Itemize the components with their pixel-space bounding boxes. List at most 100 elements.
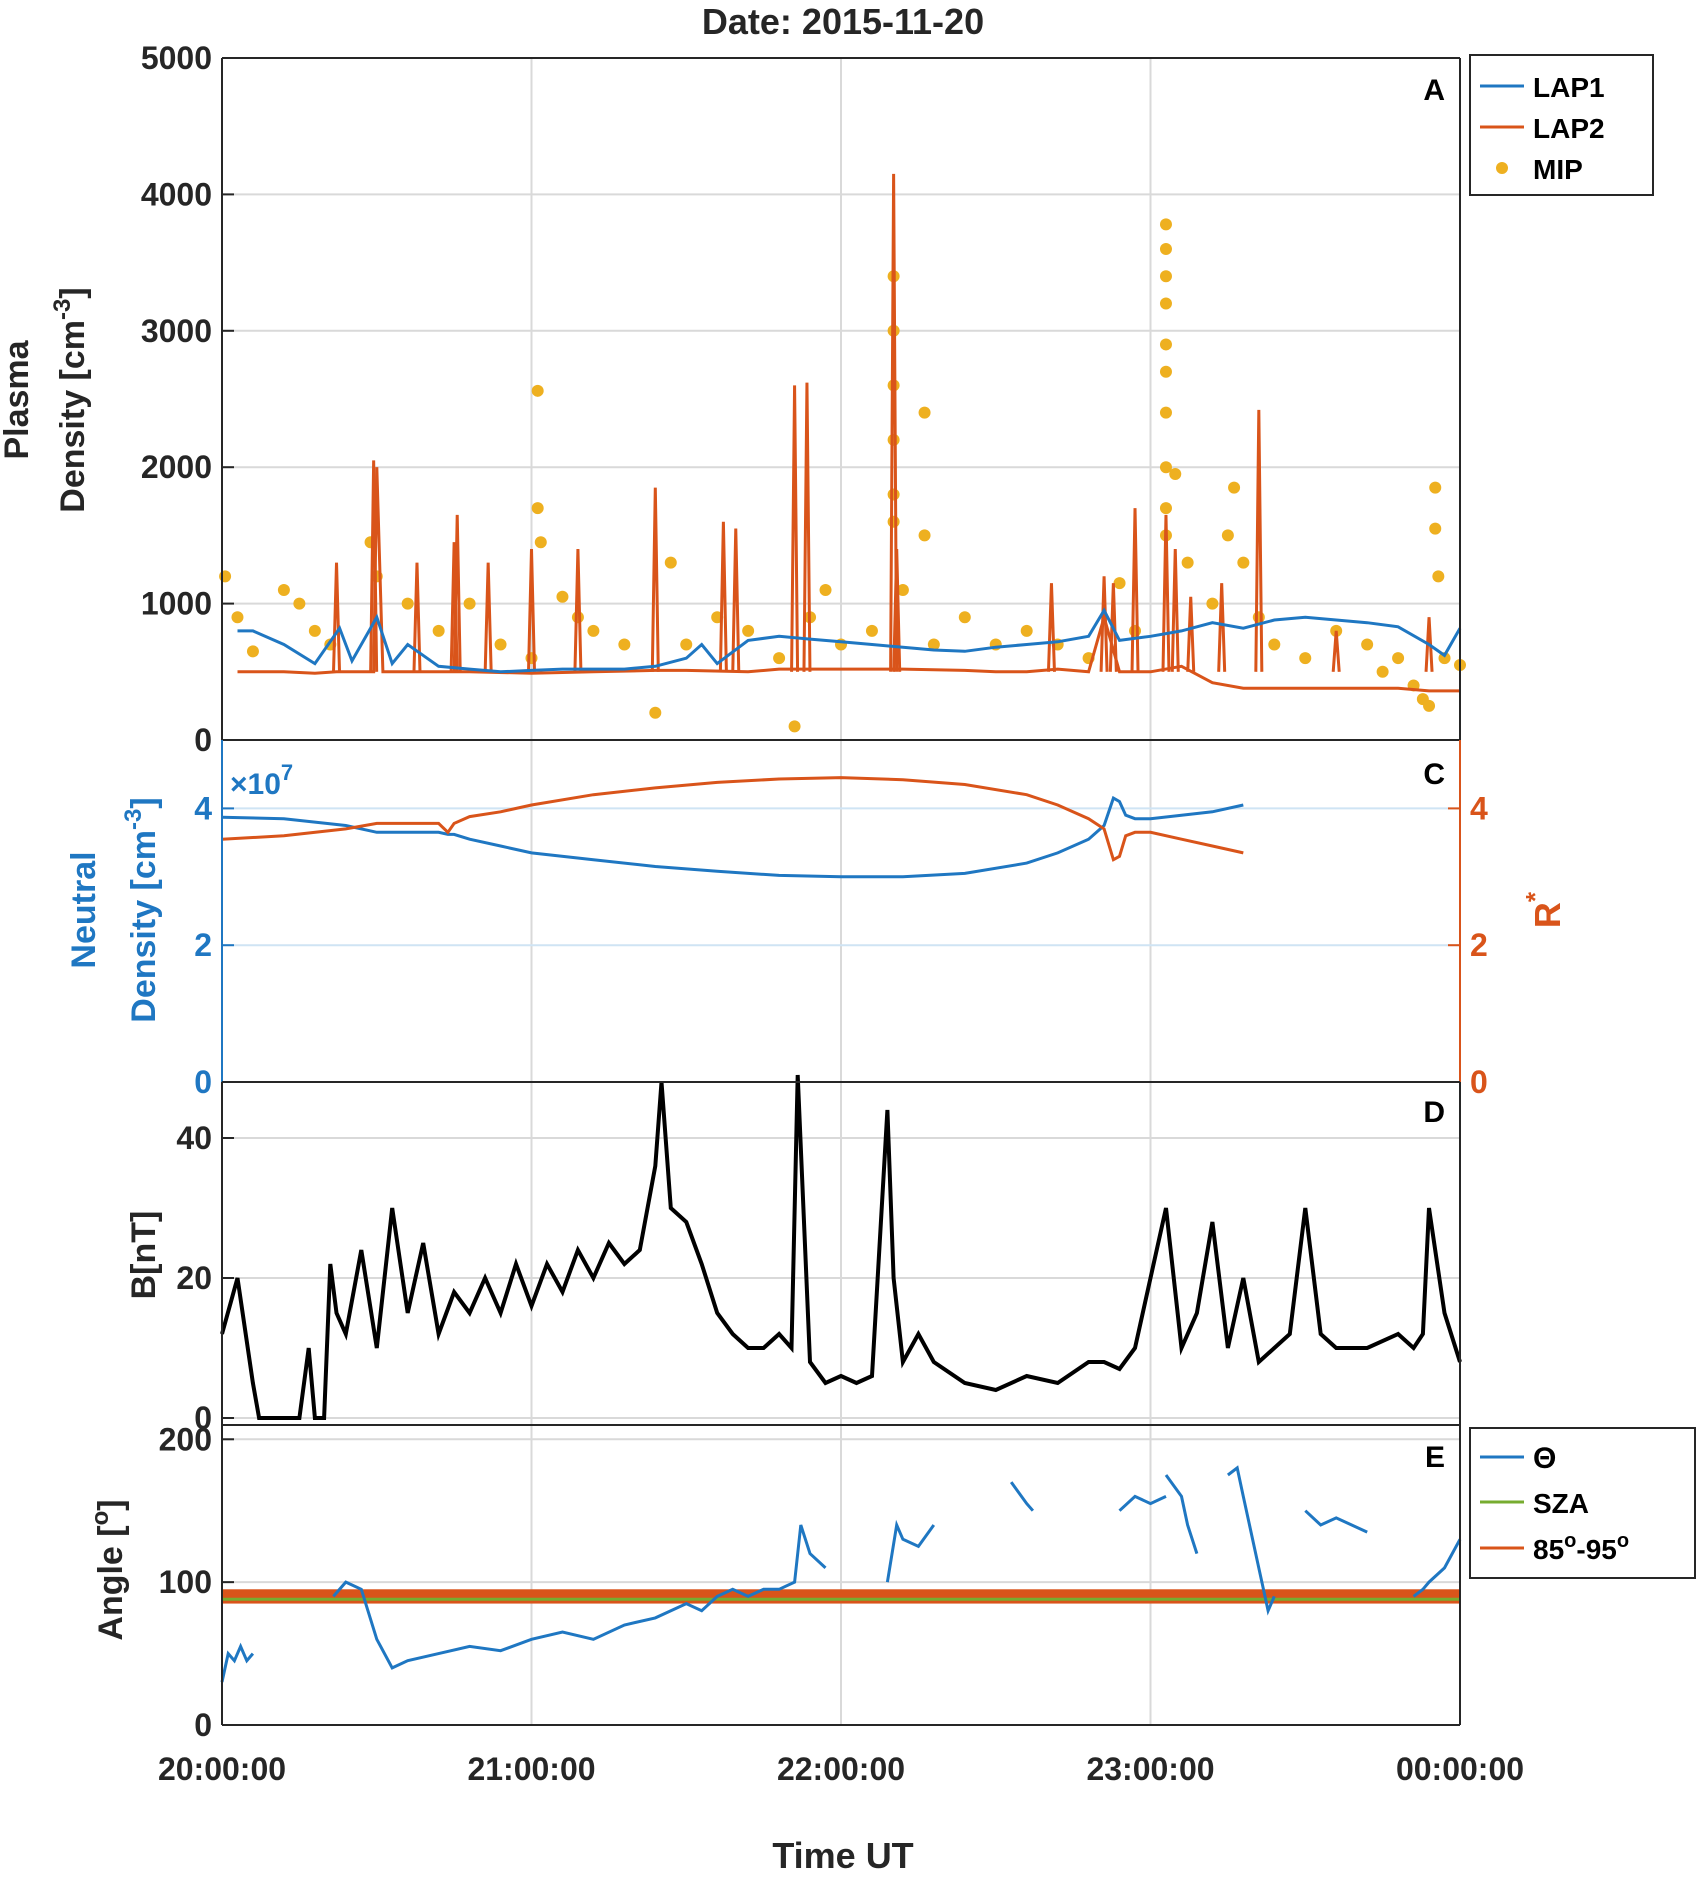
panel-a-ytick-label-2: 2000: [141, 449, 212, 485]
legend-mip-swatch: [1496, 162, 1508, 174]
panel-plasma-density: A Plasma Density [cm-3] LAP1 LAP2 MIP 0 1…: [0, 40, 1654, 758]
mip-point-63: [1228, 481, 1241, 494]
mip-point-15: [531, 502, 544, 515]
x-tick-label-3: 23:00:00: [1086, 1751, 1214, 1787]
panel-a-ylabel-line1: Plasma: [0, 339, 36, 459]
mip-point-54: [1159, 365, 1172, 378]
mip-point-69: [1361, 638, 1374, 651]
panel-c-ytick-right-label-1: 2: [1470, 927, 1488, 963]
mip-point-12: [494, 638, 507, 651]
panel-e-background: [221, 1425, 1461, 1726]
panel-a-ytick-label-1: 1000: [141, 586, 212, 622]
mip-point-75: [1429, 481, 1442, 494]
panel-c-ylabel-right-sup: *: [1520, 891, 1550, 902]
mip-point-57: [1159, 502, 1172, 515]
panel-letter-a: A: [1423, 74, 1445, 107]
legend-lap1-label: LAP1: [1533, 72, 1605, 103]
lap2-spike-15: [1046, 583, 1056, 672]
theta-segment-4: [1118, 1494, 1167, 1512]
mip-point-53: [1159, 338, 1172, 351]
lap2-spike-7: [573, 549, 583, 672]
panel-a-ytick-label-0: 0: [194, 722, 212, 758]
panel-e-ytick-label-2: 200: [159, 1421, 212, 1457]
panel-c-ytick-right-label-2: 4: [1470, 790, 1488, 826]
mip-point-38: [896, 583, 909, 596]
mip-point-1: [231, 611, 244, 624]
mip-point-70: [1376, 665, 1389, 678]
mip-point-16: [534, 536, 547, 549]
legend-band-sup1: o: [1564, 1530, 1576, 1552]
theta-segment-1: [332, 1524, 827, 1670]
panel-letter-c: C: [1423, 758, 1445, 791]
x-tick-label-4: 00:00:00: [1396, 1751, 1524, 1787]
panel-a-ylabel: Plasma: [0, 339, 36, 459]
lap2-line: [237, 467, 1460, 693]
theta-segment-2: [885, 1519, 936, 1583]
lap2-spike-2: [412, 562, 422, 672]
lap2-spike-25: [1424, 617, 1434, 672]
panel-c-ylabel-left-sup: -3: [120, 809, 147, 830]
legend-lap2-label: LAP2: [1533, 113, 1605, 144]
panel-a-ylabel-line2: Density [cm: [54, 320, 92, 513]
lap2-spike-6: [527, 549, 536, 672]
panel-letter-e: E: [1425, 1441, 1445, 1474]
panel-a-ylabel-sup: -3: [49, 299, 76, 320]
x-tick-label-0: 20:00:00: [158, 1751, 286, 1787]
lap2-spike-17: [1108, 583, 1118, 672]
mip-point-3: [277, 583, 290, 596]
lap2-spike-14: [892, 549, 902, 672]
figure-title: Date: 2015-11-20: [702, 1, 984, 42]
mip-point-76: [1429, 522, 1442, 535]
panel-e-ylabel-main: Angle [: [92, 1525, 130, 1640]
mip-point-51: [1159, 270, 1172, 283]
panel-e-ylabel-sup: o: [87, 1511, 114, 1526]
panel-c-ytick-label-1: 2: [194, 927, 212, 963]
lap2-spike-12: [802, 382, 812, 672]
legend-sza-label: SZA: [1533, 1488, 1589, 1519]
panel-a-ytick-label-5: 5000: [141, 40, 212, 76]
mip-point-78: [1438, 652, 1451, 665]
mip-point-39: [918, 406, 931, 419]
panel-a-ylabel-2: Density [cm-3]: [49, 287, 92, 512]
panel-a-background: [221, 57, 1461, 741]
mip-point-44: [1020, 624, 1033, 637]
panel-a-ytick-label-3: 3000: [141, 313, 212, 349]
mip-point-27: [788, 720, 801, 733]
mip-point-61: [1206, 597, 1219, 610]
panel-d-ytick-label-2: 40: [176, 1120, 212, 1156]
panel-d-ylabel: B[nT]: [125, 1211, 163, 1300]
panel-c-ylabel-left-line1: Neutral: [65, 851, 103, 968]
mip-point-22: [664, 556, 677, 569]
mip-point-47: [1113, 577, 1126, 590]
mip-point-10: [432, 624, 445, 637]
mip-point-36: [887, 488, 900, 501]
lap2-spike-24: [1331, 630, 1341, 672]
mip-point-77: [1432, 570, 1445, 583]
mip-point-64: [1237, 556, 1250, 569]
panel-c-ylabel-right: R*: [1520, 891, 1568, 928]
mip-point-52: [1159, 297, 1172, 310]
mip-point-50: [1159, 242, 1172, 255]
theta-segment-6: [1226, 1465, 1276, 1616]
mip-point-4: [293, 597, 306, 610]
legend-mip-label: MIP: [1533, 154, 1583, 185]
panel-a-ytick-label-4: 4000: [141, 176, 212, 212]
lap2-spike-22: [1217, 583, 1227, 672]
mip-point-20: [618, 638, 631, 651]
mip-point-31: [865, 624, 878, 637]
r-star-line: [221, 776, 1244, 862]
panel-c-background: [221, 740, 1461, 1083]
legend-band-sup2: o: [1617, 1530, 1629, 1552]
mip-point-25: [742, 624, 755, 637]
legend-a: LAP1 LAP2 MIP: [1469, 54, 1654, 196]
mip-point-5: [308, 624, 321, 637]
mip-point-66: [1268, 638, 1281, 651]
panel-c-ylabel-left-2: Density [cm-3]: [120, 797, 163, 1022]
panel-c-ylabel-right-r: R: [1527, 902, 1568, 928]
mip-point-49: [1159, 218, 1172, 231]
mip-point-37: [887, 515, 900, 528]
panel-c-ylabel-left: Neutral: [65, 851, 103, 968]
panel-c-multiplier: ×107: [230, 760, 293, 801]
panel-a-ylabel-close: ]: [54, 287, 92, 298]
